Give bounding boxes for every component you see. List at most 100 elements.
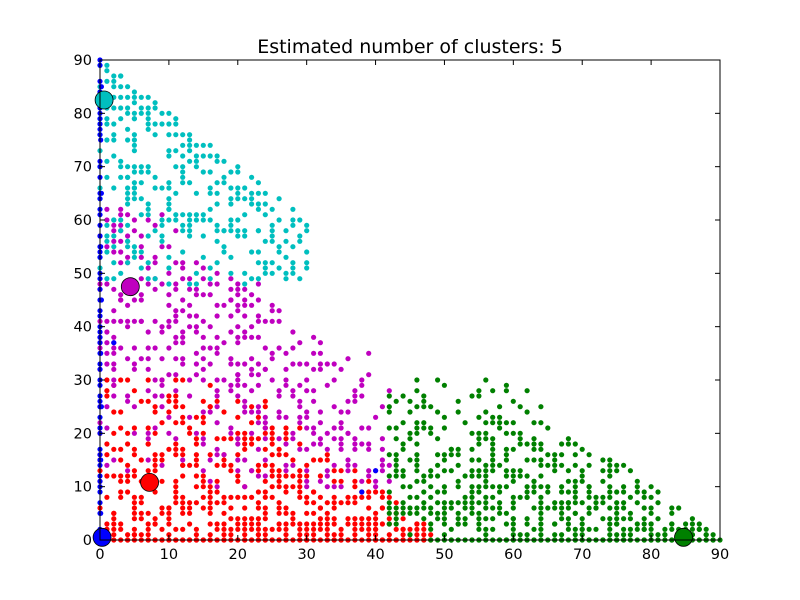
data-point-c1-55-3 xyxy=(476,521,482,527)
data-point-c1-54-12 xyxy=(469,473,475,479)
data-point-c0-39-6 xyxy=(366,505,372,511)
data-point-c2-15-30 xyxy=(200,377,206,383)
data-point-c3-22-63 xyxy=(249,201,255,207)
data-point-c0-27-3 xyxy=(283,521,289,527)
data-point-c2-9-27 xyxy=(159,393,165,399)
data-point-c0-30-8 xyxy=(304,494,310,500)
data-point-c3-10-80 xyxy=(166,110,172,116)
data-point-c0-26-16 xyxy=(276,452,282,458)
data-point-c3-12-68 xyxy=(180,174,186,180)
data-point-c2-9-14 xyxy=(159,462,165,468)
data-point-c2-p32 xyxy=(324,382,330,388)
data-point-c2-6-53 xyxy=(138,254,144,260)
data-point-c0-15-23 xyxy=(200,414,206,420)
data-point-c0-28-5 xyxy=(290,510,296,516)
data-point-c2-8-21 xyxy=(152,425,158,431)
data-point-c2-32-33 xyxy=(317,361,323,367)
data-point-c1-p29 xyxy=(517,441,523,447)
data-point-c3-13-67 xyxy=(187,180,193,186)
data-point-c3-5-53 xyxy=(131,254,137,260)
data-point-c0-24-1 xyxy=(262,532,268,538)
data-point-c1-49-24 xyxy=(435,409,441,415)
data-point-c0-26-3 xyxy=(276,521,282,527)
data-point-c2-p10 xyxy=(173,308,179,314)
data-point-c0-5-21 xyxy=(131,425,137,431)
data-point-c1-46-25 xyxy=(414,404,420,410)
data-point-c0-22-19 xyxy=(249,436,255,442)
data-point-c1-58-22 xyxy=(497,420,503,426)
data-point-c0-12-16 xyxy=(180,452,186,458)
data-point-c2-37-19 xyxy=(352,436,358,442)
data-point-c3-18-71 xyxy=(221,158,227,164)
data-point-c2-23-45 xyxy=(255,297,261,303)
data-point-c0-19-14 xyxy=(228,462,234,468)
data-point-c1-48-20 xyxy=(428,430,434,436)
data-point-c3-28-50 xyxy=(290,270,296,276)
data-point-c3-19-66 xyxy=(228,185,234,191)
data-point-c1-61-8 xyxy=(517,494,523,500)
data-point-c3-11-70 xyxy=(173,164,179,170)
data-point-c2-p4 xyxy=(131,228,137,234)
data-point-c0-25-16 xyxy=(269,452,275,458)
data-point-c1-77-4 xyxy=(627,516,634,522)
data-point-c3-17-71 xyxy=(214,158,220,164)
data-point-c1-p5 xyxy=(497,404,503,410)
data-point-c2-20-33 xyxy=(235,361,241,367)
data-point-c0-9-6 xyxy=(159,505,165,511)
data-point-c0-14-10 xyxy=(193,484,199,490)
data-point-c0-17-11 xyxy=(214,478,220,484)
data-point-c2-9-40 xyxy=(159,324,165,330)
data-point-c1-80-2 xyxy=(648,526,654,532)
cluster-center-0 xyxy=(140,472,160,492)
data-point-c1-56-7 xyxy=(483,500,489,506)
data-point-c0-36-3 xyxy=(345,521,351,527)
data-point-c3-22-68 xyxy=(249,174,255,180)
data-point-c0-13-6 xyxy=(187,505,193,511)
data-point-c0-21-3 xyxy=(242,521,248,527)
data-point-c3-10-63 xyxy=(166,201,172,207)
data-point-c4-p10 xyxy=(359,489,365,495)
data-point-c2-37-14 xyxy=(352,462,358,468)
data-point-c1-p37 xyxy=(627,510,634,516)
data-point-c0-p47 xyxy=(104,393,110,399)
data-point-c2-7-15 xyxy=(145,457,151,463)
data-point-c3-23-54 xyxy=(255,249,261,255)
data-point-c0-14-15 xyxy=(193,457,199,463)
data-point-c2-31-21 xyxy=(311,425,317,431)
data-point-c2-37-28 xyxy=(352,388,358,394)
data-point-c3-7-78 xyxy=(145,121,151,127)
data-point-c1-75-5 xyxy=(614,510,620,516)
data-point-c2-10-46 xyxy=(166,292,172,298)
y-tick-label-5: 50 xyxy=(74,266,92,282)
data-point-c2-p29 xyxy=(304,388,310,394)
data-point-c3-2-81 xyxy=(111,105,117,111)
data-point-c3-18-55 xyxy=(221,244,227,250)
data-point-c3-10-48 xyxy=(166,281,172,287)
data-point-c1-47-25 xyxy=(421,404,427,410)
data-point-c0-43-7 xyxy=(393,500,399,506)
data-point-c2-11-38 xyxy=(173,334,179,340)
data-point-c2-2-15 xyxy=(111,457,117,463)
data-point-c0-p15 xyxy=(207,404,213,410)
data-point-c3-p16 xyxy=(118,228,124,234)
data-point-c0-10-1 xyxy=(166,532,172,538)
data-point-c1-52-5 xyxy=(455,510,461,516)
data-point-c1-75-4 xyxy=(614,516,620,522)
data-point-c0-28-4 xyxy=(290,516,296,522)
data-point-c2-22-13 xyxy=(249,468,255,474)
data-point-c1-62-1 xyxy=(524,532,530,538)
data-point-c0-37-8 xyxy=(352,494,358,500)
data-point-c3-4-85 xyxy=(125,84,131,90)
data-point-c2-2-59 xyxy=(111,222,117,228)
data-point-c1-86-3 xyxy=(689,521,696,527)
data-point-c3-17-72 xyxy=(214,153,220,159)
data-point-c2-4-61 xyxy=(125,212,131,218)
data-point-c0-3-15 xyxy=(118,457,124,463)
data-point-c2-31-32 xyxy=(311,366,317,372)
data-point-c1-49-7 xyxy=(435,500,441,506)
data-point-c0-36-4 xyxy=(345,516,351,522)
data-point-c3-23-62 xyxy=(255,206,261,212)
data-point-c1-78-11 xyxy=(634,478,640,484)
data-point-c1-68-19 xyxy=(565,436,572,442)
data-point-c0-40-4 xyxy=(373,516,379,522)
